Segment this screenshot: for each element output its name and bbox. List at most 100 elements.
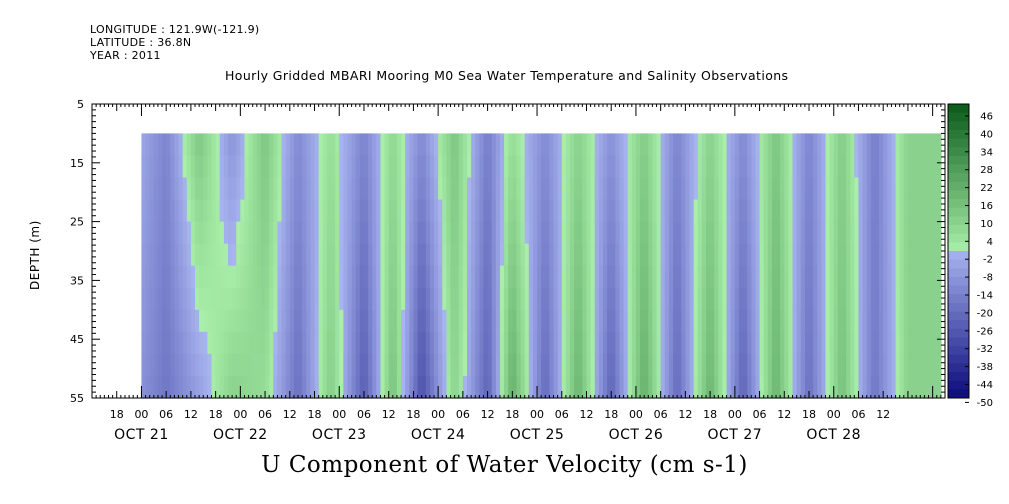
heatmap-cell (273, 331, 279, 355)
heatmap-cell (454, 155, 460, 179)
heatmap-cell (722, 243, 728, 267)
heatmap-cell (429, 221, 435, 245)
heatmap-cell (817, 265, 822, 289)
heatmap-cell (656, 331, 662, 355)
heatmap-cell (384, 375, 390, 399)
heatmap-cell (260, 221, 266, 245)
heatmap-cell (388, 221, 394, 245)
heatmap-cell (442, 155, 447, 179)
heatmap-cell (232, 133, 237, 157)
heatmap-cell (166, 133, 171, 157)
heatmap-cell (611, 331, 616, 355)
heatmap-cell (932, 243, 938, 267)
heatmap-cell (883, 287, 888, 311)
heatmap-cell (306, 199, 311, 223)
heatmap-cell (734, 177, 740, 201)
heatmap-cell (462, 331, 468, 355)
x-day-label: OCT 22 (213, 427, 268, 443)
heatmap-cell (462, 133, 468, 157)
heatmap-cell (817, 243, 822, 267)
heatmap-cell (413, 375, 419, 399)
heatmap-cell (578, 243, 583, 267)
heatmap-cell (277, 331, 283, 355)
heatmap-cell (722, 221, 728, 245)
heatmap-cell (689, 133, 695, 157)
heatmap-cell (466, 221, 472, 245)
colorbar-label: -38 (977, 362, 993, 373)
heatmap-cell (640, 199, 645, 223)
heatmap-cell (363, 287, 369, 311)
heatmap-cell (166, 353, 171, 377)
heatmap-cell (293, 155, 299, 179)
heatmap-cell (466, 331, 472, 355)
heatmap-cell (644, 375, 649, 399)
heatmap-cell (891, 309, 897, 333)
heatmap-cell (248, 177, 254, 201)
x-hour-label: 00 (629, 408, 643, 421)
colorbar-swatch (948, 251, 969, 261)
heatmap-cell (174, 133, 180, 157)
heatmap-cell (821, 199, 827, 223)
heatmap-cell (784, 243, 790, 267)
heatmap-cell (635, 287, 641, 311)
heatmap-cell (611, 221, 616, 245)
heatmap-cell (462, 287, 468, 311)
heatmap-cell (141, 265, 147, 289)
heatmap-cell (640, 221, 645, 245)
heatmap-cell (322, 199, 328, 223)
heatmap-cell (166, 309, 171, 333)
heatmap-cell (718, 133, 724, 157)
heatmap-cell (434, 287, 439, 311)
heatmap-cell (648, 177, 654, 201)
heatmap-cell (302, 155, 307, 179)
heatmap-cell (689, 221, 695, 245)
heatmap-cell (743, 265, 748, 289)
heatmap-cell (277, 133, 283, 157)
heatmap-cell (236, 353, 241, 377)
heatmap-cell (363, 353, 369, 377)
heatmap-cell (726, 353, 732, 377)
heatmap-cell (285, 133, 291, 157)
heatmap-cell (170, 177, 176, 201)
heatmap-cell (199, 309, 204, 333)
heatmap-cell (479, 353, 485, 377)
variable-label: U Component of Water Velocity (cm s-1) (261, 452, 748, 478)
heatmap-cell (466, 353, 472, 377)
heatmap-cell (359, 199, 365, 223)
heatmap-cell (829, 199, 835, 223)
heatmap-cell (916, 331, 921, 355)
heatmap-cell (314, 199, 320, 223)
heatmap-cell (656, 221, 662, 245)
heatmap-cell (483, 353, 489, 377)
heatmap-cell (570, 265, 575, 289)
heatmap-cell (351, 155, 357, 179)
heatmap-cell (520, 353, 526, 377)
heatmap-cell (252, 265, 258, 289)
heatmap-cell (932, 133, 938, 157)
heatmap-cell (232, 331, 237, 355)
heatmap-cell (907, 353, 913, 377)
heatmap-cell (376, 133, 382, 157)
heatmap-cell (747, 309, 752, 333)
heatmap-cell (413, 265, 419, 289)
heatmap-cell (207, 309, 213, 333)
heatmap-cell (623, 353, 629, 377)
heatmap-cell (590, 353, 596, 377)
heatmap-cell (285, 375, 291, 399)
heatmap-cell (809, 309, 814, 333)
heatmap-cell (565, 199, 571, 223)
heatmap-cell (693, 243, 699, 267)
heatmap-cell (578, 309, 583, 333)
heatmap-cell (722, 353, 728, 377)
heatmap-cell (903, 331, 909, 355)
heatmap-cell (141, 155, 147, 179)
heatmap-cell (392, 265, 398, 289)
heatmap-cell (405, 155, 410, 179)
heatmap-cell (825, 353, 831, 377)
heatmap-cell (668, 155, 674, 179)
heatmap-cell (232, 155, 237, 179)
heatmap-cell (339, 331, 344, 355)
heatmap-cell (565, 177, 571, 201)
heatmap-cell (767, 133, 773, 157)
heatmap-cell (582, 155, 588, 179)
